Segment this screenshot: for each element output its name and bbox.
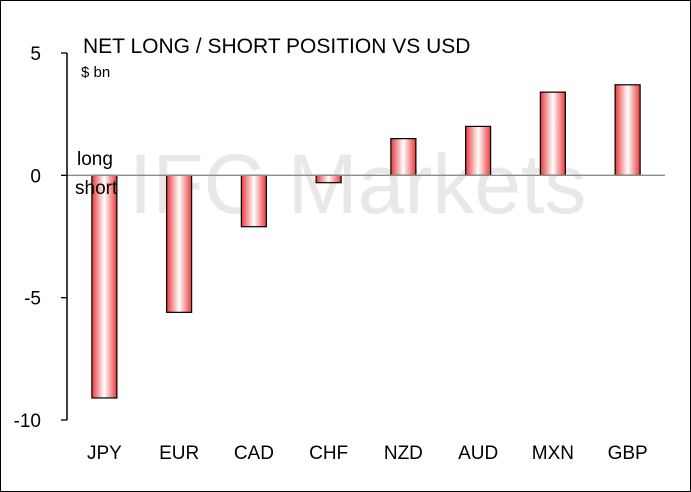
bar-gbp <box>614 84 641 176</box>
short-annotation: short <box>75 178 118 199</box>
y-tick-label: -5 <box>24 289 41 310</box>
bar-chf <box>315 174 342 184</box>
bar-jpy <box>91 174 118 399</box>
bars-group <box>91 84 641 399</box>
x-category-label: GBP <box>608 443 648 464</box>
bar-eur <box>166 174 193 313</box>
y-tick-label: 5 <box>30 44 41 65</box>
watermark-text: IFC Markets <box>129 137 586 231</box>
bar-cad <box>240 174 267 228</box>
bar-aud <box>465 125 492 176</box>
x-category-label: CAD <box>234 443 274 464</box>
x-category-label: JPY <box>87 443 122 464</box>
x-axis-labels: JPY EUR CAD CHF NZD AUD MXN GBP <box>87 443 648 464</box>
y-axis-ticks: 5 0 -5 -10 <box>14 44 67 432</box>
x-category-label: AUD <box>458 443 498 464</box>
x-category-label: EUR <box>159 443 199 464</box>
y-tick-label: -10 <box>14 411 41 432</box>
chart-title: NET LONG / SHORT POSITION VS USD <box>83 35 470 58</box>
y-tick-label: 0 <box>30 166 41 187</box>
long-annotation: long <box>77 149 113 170</box>
x-category-label: NZD <box>384 443 423 464</box>
bar-mxn <box>539 91 566 176</box>
unit-label: $ bn <box>81 64 110 81</box>
bar-nzd <box>390 138 417 176</box>
x-category-label: MXN <box>532 443 574 464</box>
x-category-label: CHF <box>309 443 348 464</box>
